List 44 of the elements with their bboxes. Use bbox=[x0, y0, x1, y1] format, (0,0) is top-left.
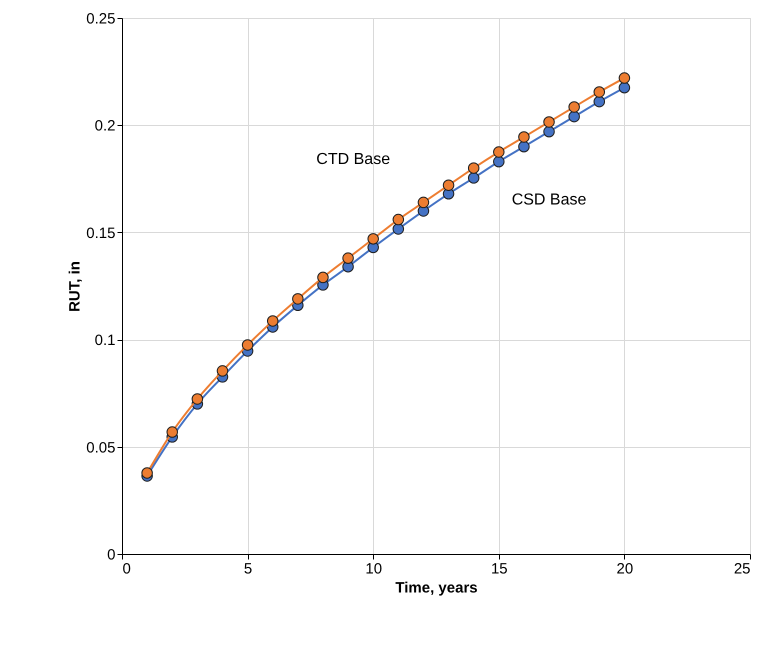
text: CTD Base bbox=[316, 150, 390, 168]
point bbox=[568, 110, 580, 122]
point bbox=[518, 140, 530, 152]
y-tick-label: 0.05 bbox=[86, 439, 116, 456]
point bbox=[468, 172, 480, 184]
point bbox=[493, 156, 505, 168]
y-tick-label: 0 bbox=[107, 546, 116, 564]
point bbox=[594, 96, 606, 108]
x-axis-title: Time, years bbox=[395, 580, 478, 596]
point bbox=[442, 180, 454, 191]
x-tick-label: 25 bbox=[734, 560, 750, 578]
x-tick-label: 15 bbox=[490, 560, 508, 578]
x-tick-label: 0 bbox=[122, 560, 131, 578]
point bbox=[392, 214, 404, 226]
y-tick-label: 0.2 bbox=[94, 118, 116, 135]
point bbox=[342, 252, 354, 264]
y-tick-label: 0.15 bbox=[86, 224, 116, 242]
y-tick-label: 0.25 bbox=[86, 10, 116, 28]
point bbox=[292, 293, 304, 305]
point bbox=[367, 233, 379, 245]
point bbox=[568, 101, 580, 113]
point bbox=[543, 126, 555, 138]
point bbox=[317, 272, 329, 284]
x-tick-label: 20 bbox=[616, 560, 634, 578]
point bbox=[166, 426, 178, 438]
point bbox=[418, 196, 430, 208]
series-label: CSD Base bbox=[512, 192, 586, 209]
point bbox=[468, 162, 480, 174]
point bbox=[594, 86, 606, 98]
y-tick-label: 0.1 bbox=[94, 332, 116, 350]
point bbox=[618, 82, 630, 94]
point bbox=[493, 146, 505, 158]
y-axis-title: RUT, in bbox=[66, 261, 84, 312]
x-tick-label: 5 bbox=[244, 560, 252, 578]
point bbox=[216, 365, 228, 377]
x-tick-label: 10 bbox=[365, 560, 382, 578]
point bbox=[192, 393, 204, 405]
point bbox=[543, 116, 555, 128]
point bbox=[141, 467, 153, 479]
point bbox=[392, 223, 404, 235]
point bbox=[266, 315, 278, 327]
point bbox=[618, 72, 630, 84]
point bbox=[518, 131, 530, 143]
point bbox=[242, 339, 254, 351]
